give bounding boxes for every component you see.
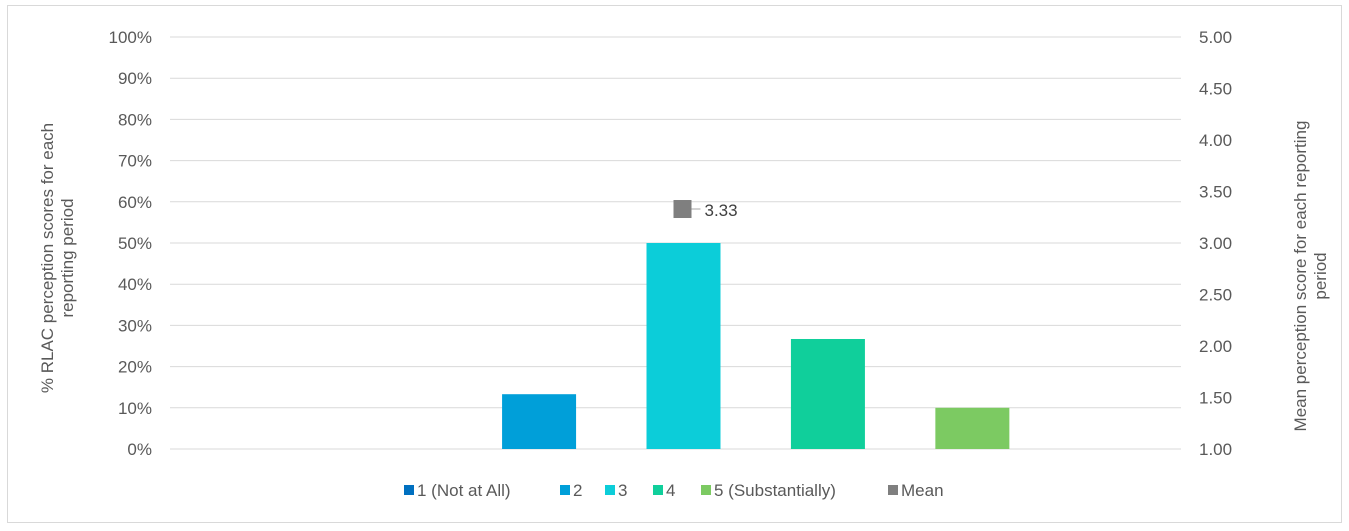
legend-swatch (701, 485, 711, 495)
mean-marker-group: 3.33 (673, 200, 738, 220)
left-tick-label: 80% (118, 110, 152, 129)
bars (502, 243, 1010, 449)
left-tick-label: 40% (118, 275, 152, 294)
left-tick-label: 20% (118, 358, 152, 377)
left-tick-label: 0% (127, 440, 152, 459)
right-tick-label: 1.00 (1199, 440, 1232, 459)
legend-swatch (605, 485, 615, 495)
right-axis-ticks: 1.00 1.50 2.00 2.50 3.00 3.50 4.00 4.50 5.00 (1199, 28, 1232, 459)
mean-data-label: 3.33 (705, 201, 738, 220)
left-tick-label: 30% (118, 316, 152, 335)
legend-swatch (653, 485, 663, 495)
legend-swatch (888, 485, 898, 495)
left-axis-ticks: 0% 10% 20% 30% 40% 50% 60% 70% 80% 90% 100% (109, 28, 152, 459)
left-tick-label: 100% (109, 28, 152, 47)
bar (502, 394, 577, 449)
right-tick-label: 5.00 (1199, 28, 1232, 47)
left-axis-title-line: % RLAC perception scores for each (38, 123, 57, 393)
right-tick-label: 3.50 (1199, 183, 1232, 202)
legend-label: Mean (901, 481, 944, 500)
legend-swatch (560, 485, 570, 495)
right-axis-title-line: Mean perception score for each reporting (1291, 121, 1310, 432)
left-tick-label: 90% (118, 69, 152, 88)
gridlines (170, 36, 1181, 450)
left-tick-label: 50% (118, 234, 152, 253)
legend: 1 (Not at All) 2 3 4 5 (Substantially) Mean (404, 481, 944, 500)
left-tick-label: 60% (118, 193, 152, 212)
bar (935, 407, 1010, 449)
right-tick-label: 1.50 (1199, 389, 1232, 408)
right-tick-label: 2.00 (1199, 337, 1232, 356)
right-axis-title: Mean perception score for each reporting… (1291, 121, 1330, 432)
right-tick-label: 3.00 (1199, 234, 1232, 253)
right-axis-title-line: period (1311, 252, 1330, 299)
right-tick-label: 4.50 (1199, 80, 1232, 99)
left-axis-title: % RLAC perception scores for eachreporti… (38, 123, 77, 393)
left-tick-label: 70% (118, 152, 152, 171)
bar (790, 338, 865, 449)
left-tick-label: 10% (118, 399, 152, 418)
bar (646, 243, 721, 449)
right-tick-label: 2.50 (1199, 286, 1232, 305)
legend-label: 4 (666, 481, 675, 500)
left-axis-title-text: % RLAC perception scores for eachreporti… (38, 123, 77, 393)
left-axis-title-line: reporting period (58, 198, 77, 317)
legend-label: 5 (Substantially) (714, 481, 836, 500)
legend-label: 3 (618, 481, 627, 500)
legend-swatch (404, 485, 414, 495)
right-tick-label: 4.00 (1199, 131, 1232, 150)
right-axis-title-text: Mean perception score for each reporting… (1291, 121, 1330, 432)
mean-marker (673, 200, 692, 219)
legend-label: 1 (Not at All) (417, 481, 511, 500)
legend-label: 2 (573, 481, 582, 500)
